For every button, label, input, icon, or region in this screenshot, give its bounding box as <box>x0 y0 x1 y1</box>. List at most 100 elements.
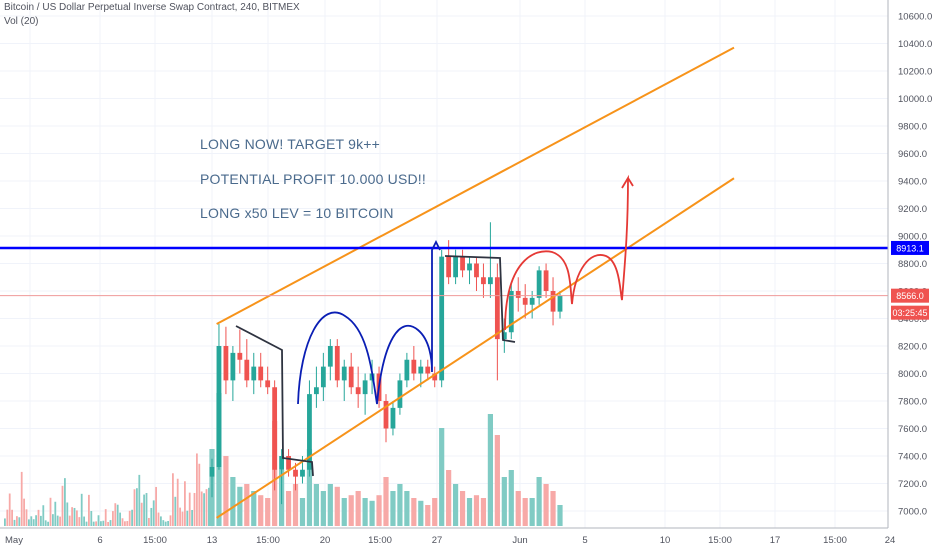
time-axis: May 6 15:00 13 15:00 20 15:00 27 Jun 5 10 15:00 17 15… <box>0 527 895 546</box>
candle-body <box>397 380 403 408</box>
volume-bar <box>487 414 493 526</box>
volume-bar <box>203 493 205 526</box>
volume-bar <box>432 498 438 526</box>
volume-bar <box>16 516 18 526</box>
volume-bar <box>100 521 102 526</box>
volume-bar <box>230 477 236 526</box>
candles <box>209 222 563 505</box>
candle-body <box>536 270 542 298</box>
x-tick-label: 17 <box>770 535 781 546</box>
volume-bar <box>313 484 319 526</box>
volume-bar <box>13 519 16 526</box>
volume-bar <box>23 498 25 526</box>
candle-body <box>439 256 445 381</box>
y-tick-label: 9200.0 <box>898 204 927 215</box>
volume-bar <box>152 500 155 526</box>
volume-bar <box>425 505 431 526</box>
volume-bar <box>109 520 112 526</box>
channel-lower-line <box>216 177 735 519</box>
volume-bar <box>292 484 299 526</box>
red-target-curve <box>504 174 634 331</box>
annotation-line-3: LONG x50 LEV = 10 BITCOIN <box>200 205 394 221</box>
volume-bar <box>47 521 49 526</box>
y-tick-label: 10600.0 <box>898 12 932 23</box>
volume-bar <box>237 486 243 526</box>
candle-body <box>453 256 458 278</box>
volume-bar <box>164 521 167 526</box>
candle-body <box>529 297 535 305</box>
volume-bar <box>42 505 45 526</box>
candle-body <box>237 352 243 360</box>
volume-bar <box>369 500 375 526</box>
volume-bar <box>136 488 138 526</box>
countdown-tag-text: 03:25:45 <box>892 308 927 318</box>
channel-upper-line <box>216 46 735 325</box>
x-tick-label: 15:00 <box>143 535 167 546</box>
volume-bar <box>174 496 177 526</box>
volume-bar <box>376 495 382 526</box>
volume-bar <box>49 497 52 526</box>
level-price-tag-bg <box>891 240 929 255</box>
candle-body <box>230 352 236 381</box>
price-axis: 7000.0 7200.0 7400.0 7600.0 7800.0 8000.0 8200… <box>887 0 932 528</box>
volume-bar <box>88 494 90 526</box>
volume-bar <box>411 498 417 526</box>
volume-bar <box>90 511 93 526</box>
volume-bar <box>59 516 61 526</box>
volume-bar <box>251 491 257 526</box>
candle-body <box>550 291 556 312</box>
y-tick-label: 10000.0 <box>898 94 932 105</box>
volume-bar <box>355 491 361 526</box>
y-tick-label: 9000.0 <box>898 232 927 243</box>
volume-bar <box>193 492 196 526</box>
x-tick-label: 10 <box>660 535 671 546</box>
candle-body <box>279 456 284 470</box>
volume-bars <box>4 393 563 526</box>
volume-bar <box>73 507 76 526</box>
volume-bar <box>145 493 148 526</box>
volume-bar <box>172 473 174 526</box>
volume-bar <box>54 501 57 526</box>
y-tick-label: 8000.0 <box>898 369 927 380</box>
volume-bar <box>536 477 542 526</box>
volume-bar <box>176 478 179 526</box>
volume-bar <box>97 515 100 526</box>
volume-bar <box>64 478 66 526</box>
volume-bar <box>133 489 136 526</box>
volume-bar <box>501 477 507 526</box>
candle-body <box>418 366 424 374</box>
candle-body <box>209 467 215 477</box>
volume-bar <box>128 510 131 526</box>
candle-body <box>467 263 472 271</box>
x-tick-label: 27 <box>432 535 443 546</box>
candle-body <box>265 380 271 388</box>
volume-bar <box>104 509 107 526</box>
volume-bar <box>131 509 133 526</box>
candle-body <box>286 456 291 470</box>
volume-bar <box>480 498 487 526</box>
x-tick-label: Jun <box>512 535 527 546</box>
dark-range-curve <box>444 255 516 343</box>
last-price-tag: 8566.0 <box>891 288 929 303</box>
candle-body <box>446 256 452 278</box>
y-tick-label: 8800.0 <box>898 259 927 270</box>
candle-body <box>522 297 528 305</box>
volume-bar <box>550 491 556 526</box>
candle-body <box>390 407 396 429</box>
candle-body <box>425 366 431 374</box>
volume-bar <box>205 489 208 526</box>
volume-bar <box>107 521 109 526</box>
volume-bar <box>112 511 114 526</box>
x-tick-label: 15:00 <box>368 535 392 546</box>
volume-bar <box>102 520 105 526</box>
blue-projection-curve <box>297 239 441 405</box>
volume-bar <box>114 503 117 526</box>
volume-bar <box>80 493 83 526</box>
x-tick-label: 15:00 <box>256 535 280 546</box>
candle-body <box>362 380 368 395</box>
volume-bar <box>116 504 119 526</box>
volume-bar <box>327 484 333 526</box>
volume-bar <box>184 481 186 526</box>
